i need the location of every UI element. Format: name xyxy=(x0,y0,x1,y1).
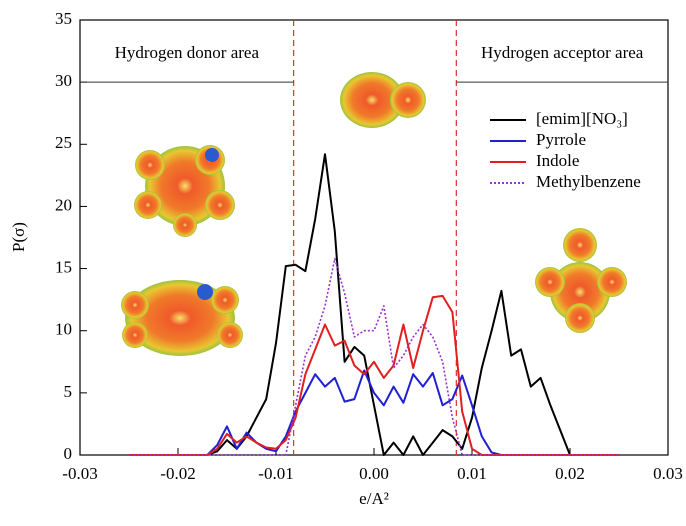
x-tick-label: -0.03 xyxy=(62,464,97,483)
x-tick-label: 0.00 xyxy=(359,464,389,483)
x-tick-label: -0.01 xyxy=(258,464,293,483)
y-tick-label: 20 xyxy=(55,195,72,214)
x-tick-label: 0.02 xyxy=(555,464,585,483)
y-tick-label: 35 xyxy=(55,9,72,28)
legend-label: Pyrrole xyxy=(536,130,586,149)
legend-label: [emim][NO₃] xyxy=(536,109,628,128)
y-tick-label: 25 xyxy=(55,133,72,152)
series-line xyxy=(129,257,619,456)
y-tick-label: 0 xyxy=(64,444,73,463)
y-tick-label: 10 xyxy=(55,320,72,339)
series-line xyxy=(129,369,619,456)
y-axis-label: P(σ) xyxy=(9,222,28,252)
x-tick-label: 0.01 xyxy=(457,464,487,483)
legend-label: Indole xyxy=(536,151,579,170)
annotation: Hydrogen donor area xyxy=(115,43,260,62)
legend-label: Methylbenzene xyxy=(536,172,641,191)
x-tick-label: 0.03 xyxy=(653,464,683,483)
x-axis-label: e/A² xyxy=(359,489,389,508)
y-tick-label: 30 xyxy=(55,71,72,90)
x-tick-label: -0.02 xyxy=(160,464,195,483)
annotation: Hydrogen acceptor area xyxy=(481,43,644,62)
y-tick-label: 15 xyxy=(55,257,72,276)
molecule-insets xyxy=(121,72,627,356)
y-tick-label: 5 xyxy=(64,382,73,401)
